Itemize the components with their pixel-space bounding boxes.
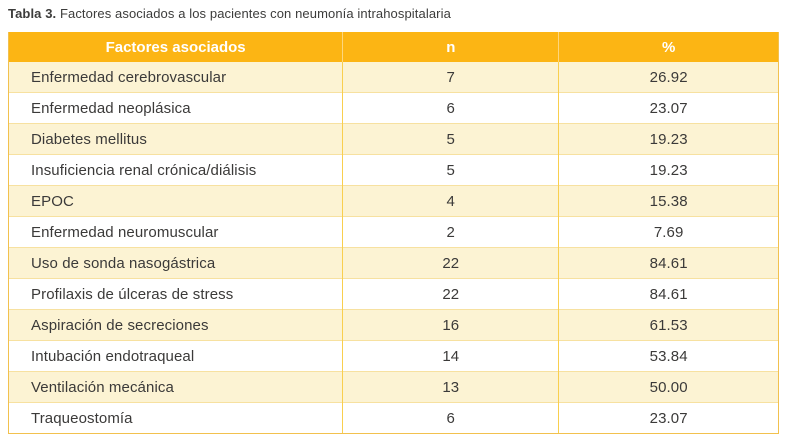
cell-percent: 50.00 <box>558 371 778 403</box>
cell-percent: 7.69 <box>558 216 778 248</box>
column-header-n: n <box>342 32 559 62</box>
column-header-percent: % <box>558 32 778 62</box>
cell-percent: 53.84 <box>558 340 778 372</box>
cell-percent: 19.23 <box>558 123 778 155</box>
cell-factor: Profilaxis de úlceras de stress <box>9 278 343 310</box>
table-row: Aspiración de secreciones 16 61.53 <box>9 309 778 341</box>
table-row: Intubación endotraqueal 14 53.84 <box>9 340 778 372</box>
cell-percent: 23.07 <box>558 92 778 124</box>
table-body: Enfermedad cerebrovascular 7 26.92 Enfer… <box>9 62 778 433</box>
cell-n: 22 <box>342 247 559 279</box>
cell-percent: 84.61 <box>558 247 778 279</box>
cell-factor: Intubación endotraqueal <box>9 340 343 372</box>
table-row: Insuficiencia renal crónica/diálisis 5 1… <box>9 154 778 186</box>
cell-percent: 23.07 <box>558 402 778 433</box>
cell-n: 2 <box>342 216 559 248</box>
table-row: Uso de sonda nasogástrica 22 84.61 <box>9 247 778 279</box>
cell-n: 6 <box>342 92 559 124</box>
table-caption-label: Tabla 3. <box>8 6 57 21</box>
header-row: Factores asociados n % <box>9 32 778 62</box>
cell-factor: Insuficiencia renal crónica/diálisis <box>9 154 343 186</box>
cell-percent: 61.53 <box>558 309 778 341</box>
table-caption: Tabla 3. Factores asociados a los pacien… <box>8 5 451 23</box>
table-row: Ventilación mecánica 13 50.00 <box>9 371 778 403</box>
cell-factor: Uso de sonda nasogástrica <box>9 247 343 279</box>
table-row: Enfermedad neoplásica 6 23.07 <box>9 92 778 124</box>
factors-table: Factores asociados n % Enfermedad cerebr… <box>9 32 778 433</box>
cell-factor: EPOC <box>9 185 343 217</box>
table-row: Profilaxis de úlceras de stress 22 84.61 <box>9 278 778 310</box>
factors-table-container: Factores asociados n % Enfermedad cerebr… <box>8 32 779 434</box>
cell-n: 5 <box>342 154 559 186</box>
cell-factor: Ventilación mecánica <box>9 371 343 403</box>
cell-factor: Aspiración de secreciones <box>9 309 343 341</box>
table-row: EPOC 4 15.38 <box>9 185 778 217</box>
cell-n: 22 <box>342 278 559 310</box>
column-header-factor: Factores asociados <box>9 32 343 62</box>
cell-n: 14 <box>342 340 559 372</box>
cell-factor: Enfermedad neuromuscular <box>9 216 343 248</box>
table-caption-text: Factores asociados a los pacientes con n… <box>56 6 451 21</box>
cell-factor: Diabetes mellitus <box>9 123 343 155</box>
table-row: Enfermedad cerebrovascular 7 26.92 <box>9 62 778 93</box>
cell-percent: 84.61 <box>558 278 778 310</box>
cell-percent: 26.92 <box>558 62 778 93</box>
table-row: Diabetes mellitus 5 19.23 <box>9 123 778 155</box>
cell-factor: Enfermedad neoplásica <box>9 92 343 124</box>
cell-n: 4 <box>342 185 559 217</box>
table-header: Factores asociados n % <box>9 32 778 62</box>
cell-factor: Traqueostomía <box>9 402 343 433</box>
table-row: Traqueostomía 6 23.07 <box>9 402 778 433</box>
cell-n: 13 <box>342 371 559 403</box>
cell-n: 7 <box>342 62 559 93</box>
cell-percent: 15.38 <box>558 185 778 217</box>
cell-percent: 19.23 <box>558 154 778 186</box>
cell-n: 6 <box>342 402 559 433</box>
cell-factor: Enfermedad cerebrovascular <box>9 62 343 93</box>
cell-n: 16 <box>342 309 559 341</box>
table-row: Enfermedad neuromuscular 2 7.69 <box>9 216 778 248</box>
cell-n: 5 <box>342 123 559 155</box>
